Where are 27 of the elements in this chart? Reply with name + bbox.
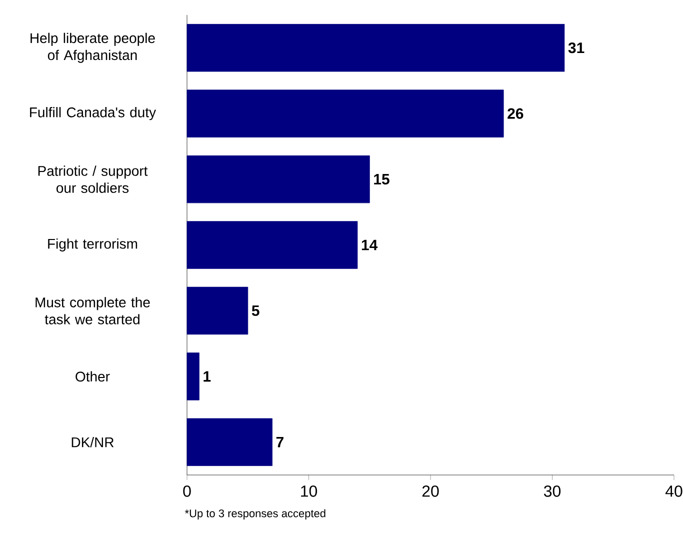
x-tick-label: 10 (301, 486, 318, 497)
y-tick-label: DK/NR (72, 436, 114, 448)
y-tick-label: Must complete the task we started (36, 297, 150, 324)
data-label: 31 (568, 42, 584, 54)
bar (186, 352, 200, 400)
y-tick-label: Patriotic / support our soldiers (38, 166, 148, 193)
y-tick-label: Fight terrorism (48, 238, 138, 252)
data-label: 26 (508, 108, 524, 119)
bar (186, 24, 565, 72)
bar (186, 221, 358, 269)
y-tick-label: Other (76, 371, 110, 382)
data-label: 5 (252, 305, 260, 316)
bar (186, 90, 504, 138)
x-tick-label: 0 (183, 486, 191, 497)
data-label: 15 (374, 174, 390, 185)
text: *Up to 3 responses accepted (184, 509, 326, 520)
y-tick-label: Help liberate people of Afghanistan (30, 32, 155, 63)
data-label: 1 (204, 371, 211, 382)
y-tick-label: Fulfill Canada's duty (30, 107, 156, 120)
bar (186, 286, 248, 335)
x-tick-label: 40 (665, 486, 682, 497)
bar (186, 155, 370, 204)
data-label: 7 (276, 436, 284, 448)
x-tick-label: 20 (422, 486, 439, 497)
bar (186, 418, 272, 466)
x-tick-label: 30 (544, 486, 561, 497)
data-label: 14 (362, 240, 378, 250)
